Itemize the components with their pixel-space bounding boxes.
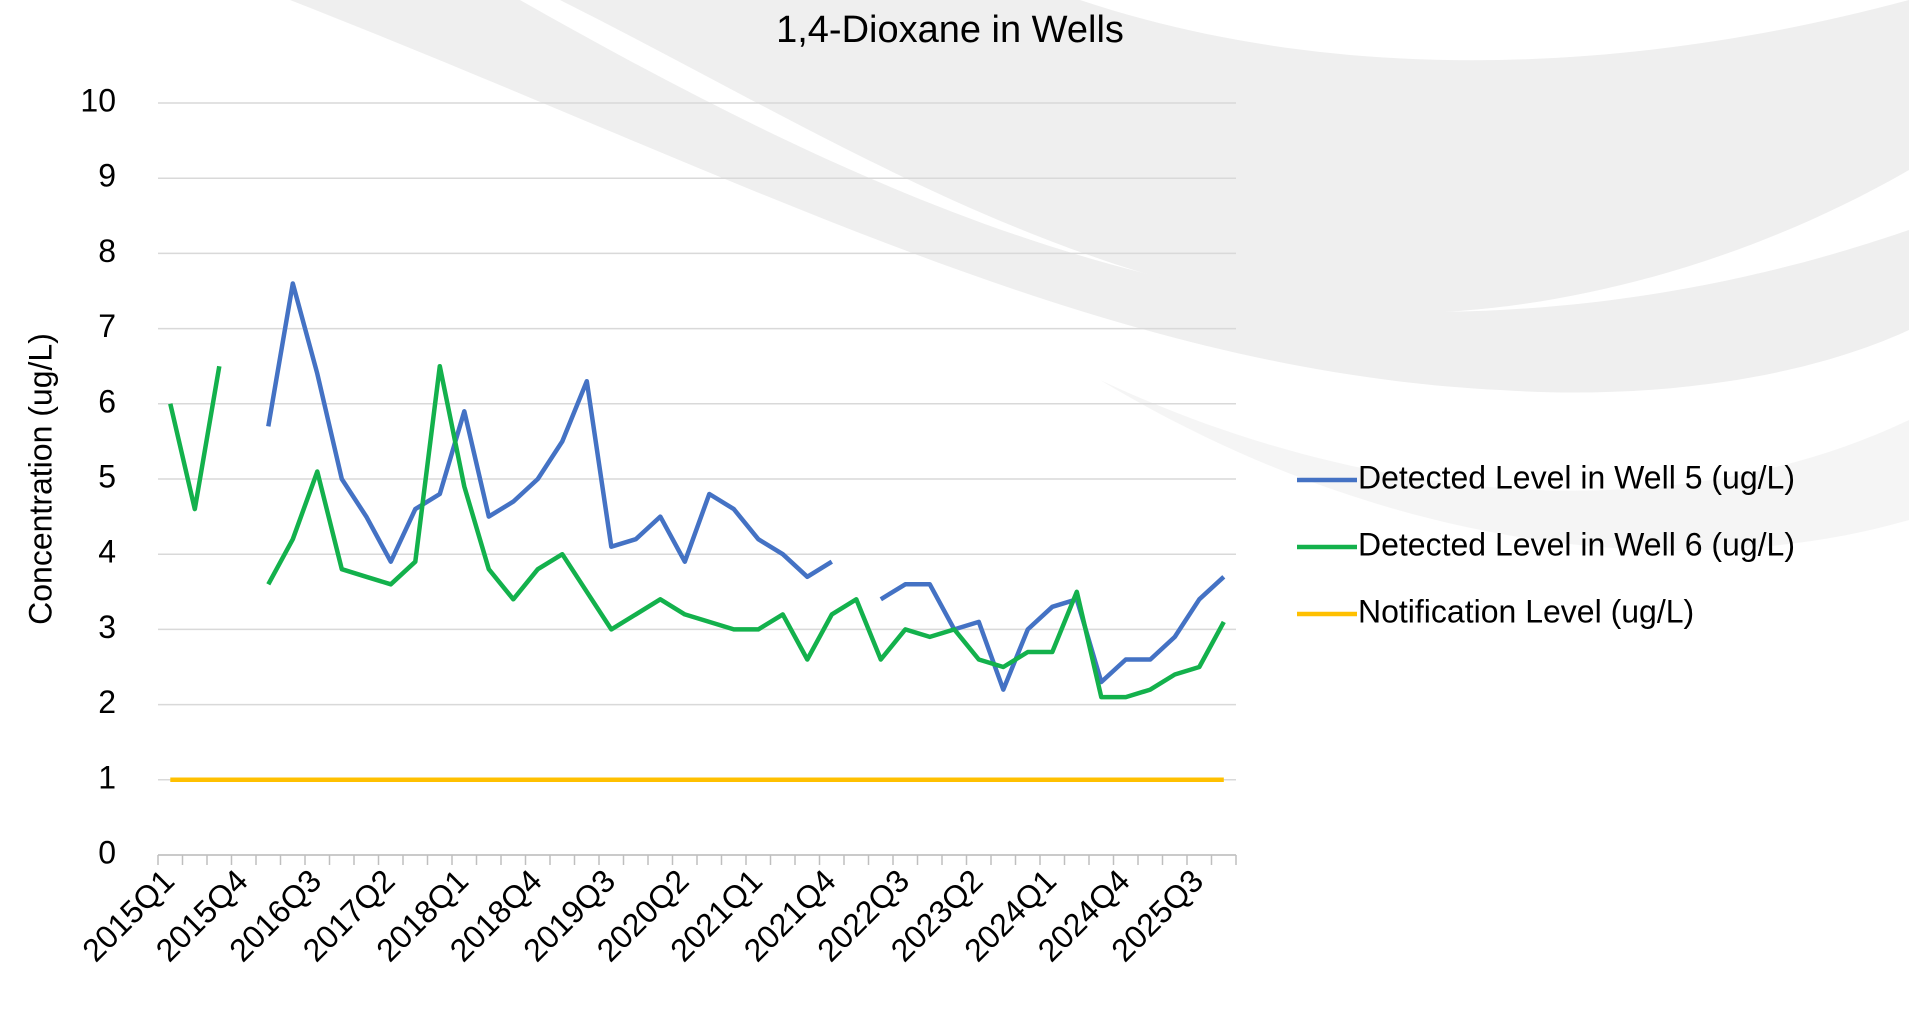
y-tick-label: 5 [98,458,116,494]
swoosh [290,0,1909,393]
y-tick-label: 6 [98,383,116,419]
y-tick-label: 4 [98,534,116,570]
y-tick-label: 9 [98,158,116,194]
y-tick-label: 1 [98,759,116,795]
series-line [168,363,1226,700]
y-tick-label: 2 [98,684,116,720]
swoosh [560,0,1909,314]
y-tick-label: 7 [98,308,116,344]
chart-title: 1,4-Dioxane in Wells [776,9,1124,51]
y-tick-label: 3 [98,609,116,645]
y-tick-label: 0 [98,834,116,870]
swoosh [1100,380,1909,551]
legend-label: Detected Level in Well 6 (ug/L) [1358,526,1795,562]
y-axis-label: Concentration (ug/L) [22,333,58,625]
legend-label: Notification Level (ug/L) [1358,593,1694,629]
y-tick-label: 8 [98,233,116,269]
y-tick-label: 10 [80,82,116,118]
background-swooshes [290,0,1909,551]
series-line [266,281,1226,692]
legend-label: Detected Level in Well 5 (ug/L) [1358,459,1795,495]
